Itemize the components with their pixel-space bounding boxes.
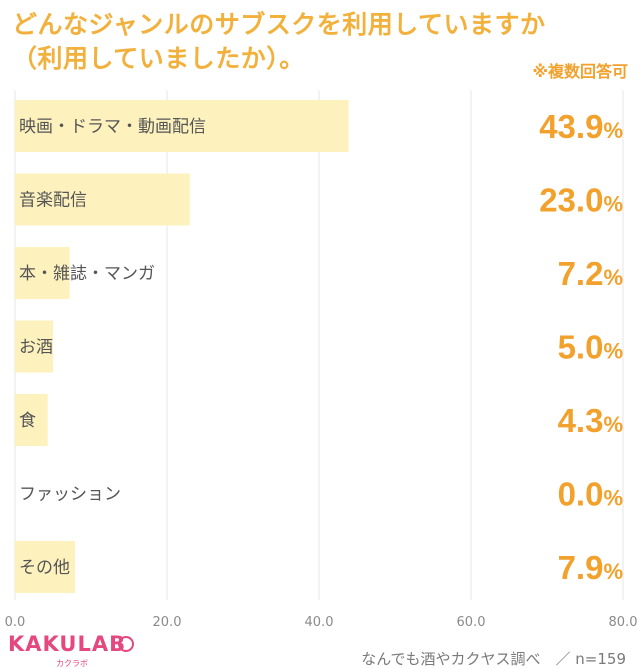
x-tick-label: 80.0 — [609, 615, 638, 630]
x-tick-label: 40.0 — [305, 615, 334, 630]
bar — [15, 541, 76, 593]
bar — [15, 320, 53, 373]
value-label: 43.9% — [539, 108, 623, 145]
kakulab-logo: KAKULAB — [8, 632, 127, 656]
bar — [15, 394, 48, 446]
bar — [15, 247, 70, 299]
bar — [15, 173, 190, 226]
bar — [15, 100, 349, 152]
chart-title-line-2: （利用していましたか）。 — [12, 44, 305, 73]
category-label: ファッション — [19, 485, 121, 505]
logo-pie-icon — [118, 636, 134, 652]
x-tick-label: 20.0 — [153, 615, 182, 630]
value-label: 4.3% — [558, 402, 623, 439]
value-label: 0.0% — [558, 476, 623, 513]
category-label: 映画・ドラマ・動画配信 — [19, 117, 206, 137]
chart-title: どんなジャンルのサブスクを利用していますか （利用していましたか）。 — [12, 8, 612, 76]
value-label: 5.0% — [558, 329, 623, 366]
value-label: 7.2% — [558, 255, 623, 292]
value-label: 7.9% — [558, 549, 623, 586]
survey-source: なんでも酒やカクヤス調べ ／ n=159 — [361, 650, 626, 668]
chart-title-line-1: どんなジャンルのサブスクを利用していますか — [12, 10, 546, 39]
category-label: お酒 — [19, 338, 53, 358]
multiple-answers-note: ※複数回答可 — [532, 62, 628, 81]
x-tick-label: 0.0 — [5, 615, 26, 630]
category-label: 食 — [19, 411, 36, 431]
kakulab-logo-subtitle: カクラボ — [56, 659, 88, 668]
value-label: 23.0% — [539, 182, 623, 219]
category-label: 本・雑誌・マンガ — [19, 264, 155, 284]
category-label: その他 — [19, 558, 70, 578]
category-label: 音楽配信 — [19, 191, 87, 211]
x-tick-label: 60.0 — [457, 615, 486, 630]
